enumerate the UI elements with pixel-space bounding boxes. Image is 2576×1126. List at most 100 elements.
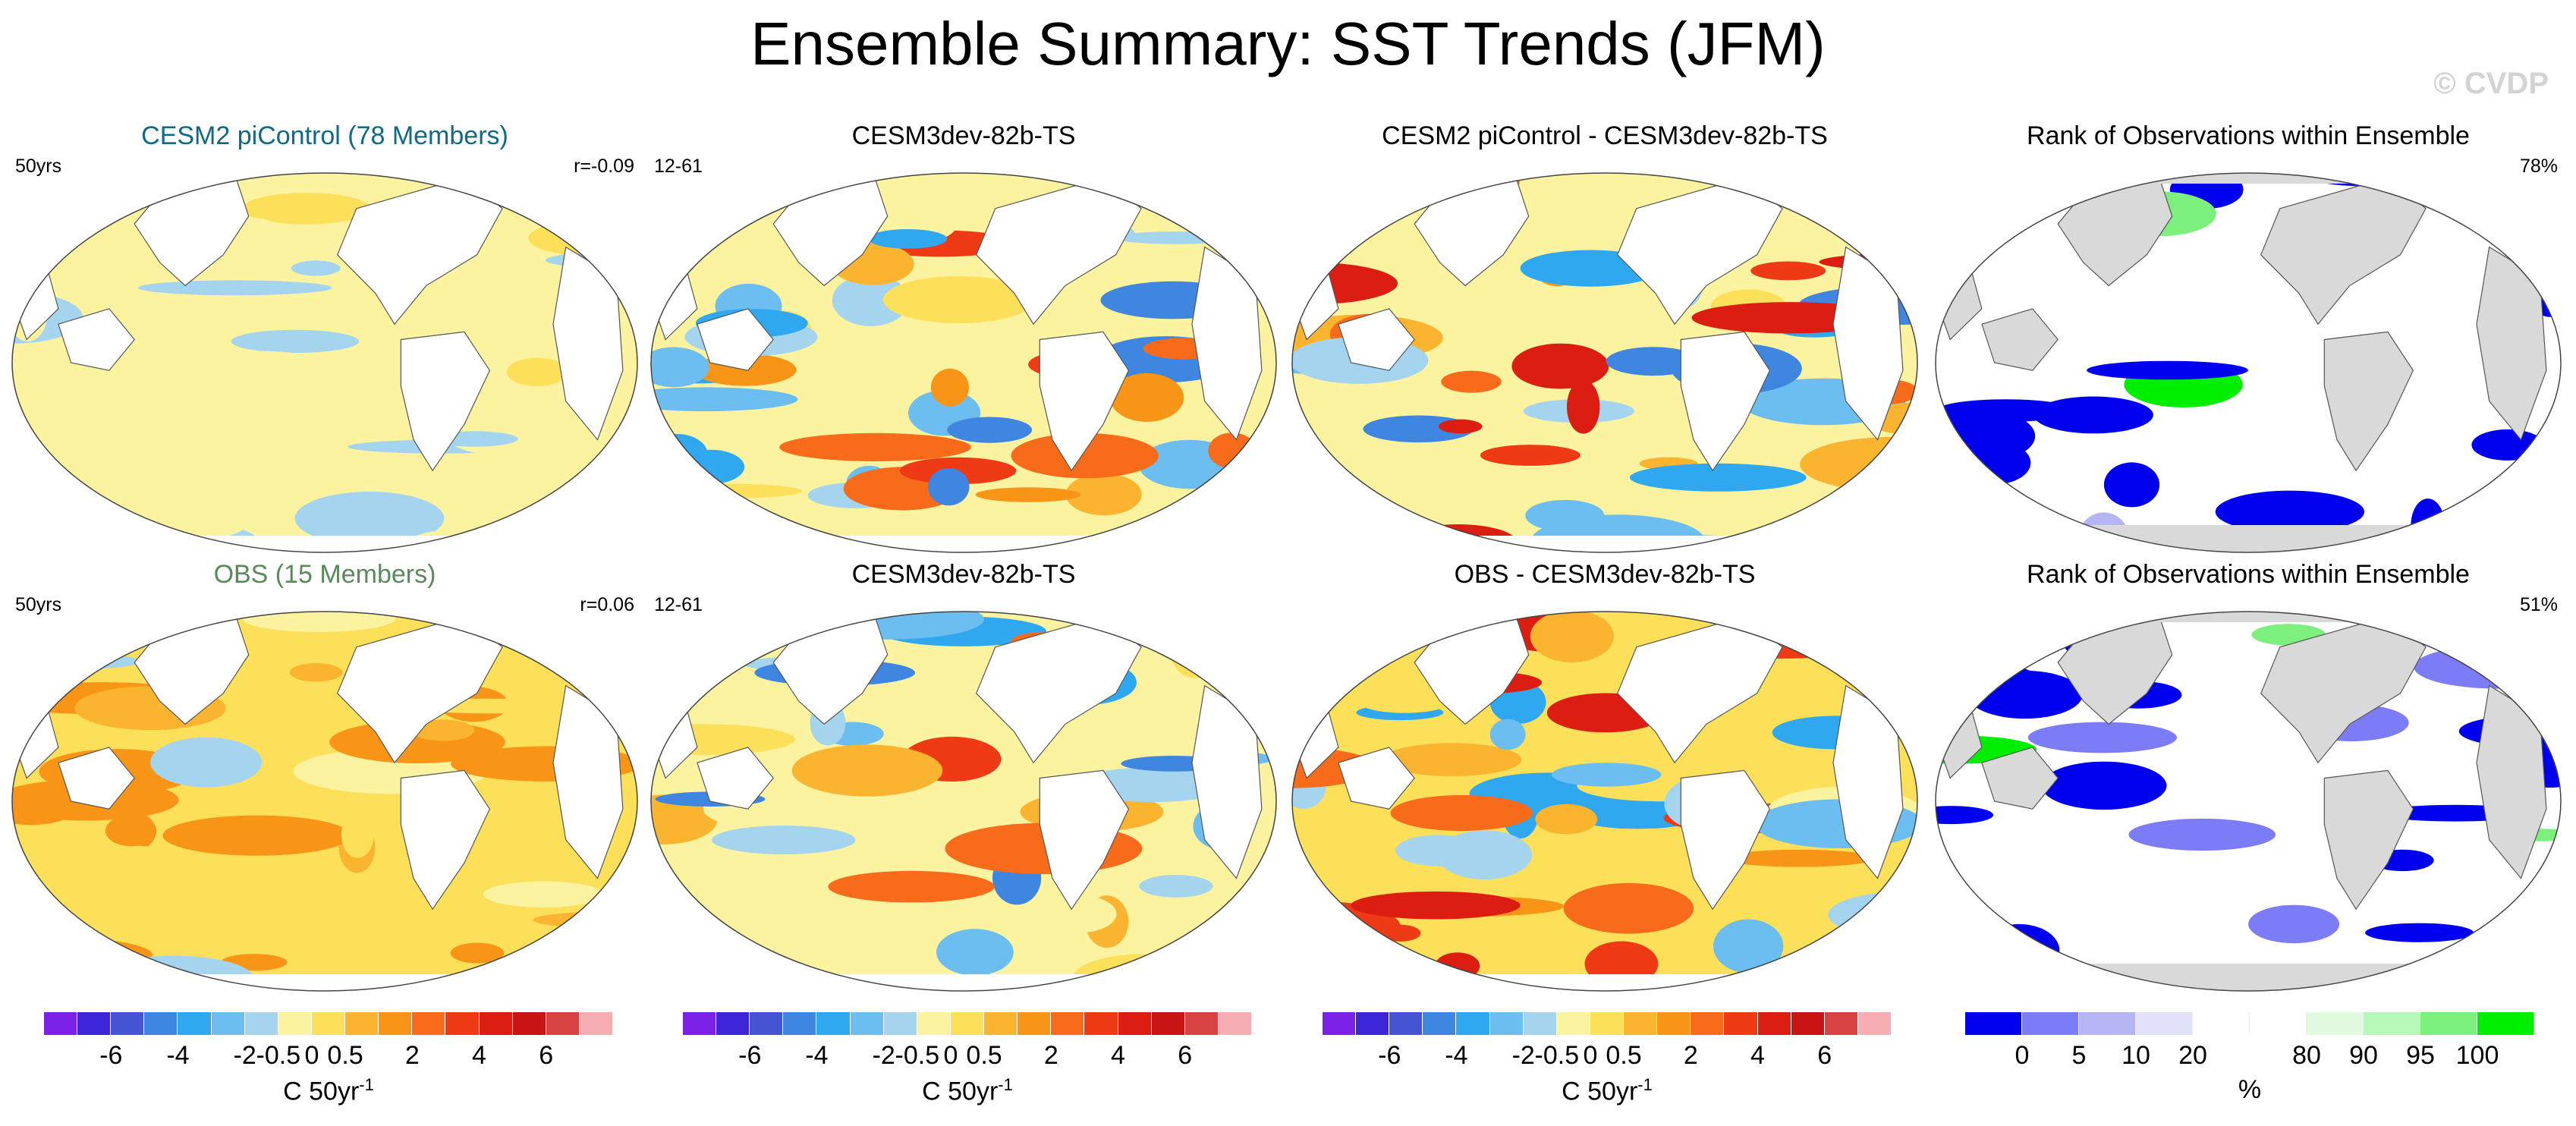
field-blob [1511, 343, 1609, 389]
colorbar-swatch [379, 1012, 413, 1035]
continent-3 [400, 769, 491, 911]
field-blob [1065, 473, 1142, 516]
colorbar-tick-label: -0.5 [895, 1041, 940, 1070]
field-blob [832, 274, 910, 326]
field-blob [2471, 429, 2544, 461]
field-blob [651, 632, 713, 680]
colorbar-tick-label: 4 [472, 1041, 486, 1070]
field-blob [2411, 499, 2445, 552]
colorbar-swatch [816, 1012, 851, 1035]
continent-1 [1414, 177, 1530, 287]
field-blob [1967, 670, 2083, 719]
field-blob [599, 623, 637, 637]
field-blob [29, 844, 188, 867]
colorbar-tick-label: 90 [2349, 1041, 2378, 1070]
field-blob [483, 881, 604, 907]
panel-title: CESM2 piControl - CESM3dev-82b-TS [1382, 121, 1828, 150]
panel-title: CESM3dev-82b-TS [851, 560, 1076, 589]
map-panel-4: Rank of Observations within Ensemble 78% [1931, 121, 2565, 555]
colorbar-swatch [479, 1012, 513, 1035]
colorbar-swatch [1084, 1012, 1118, 1035]
field-blob [651, 612, 794, 640]
colorbar-swatch [1218, 1012, 1252, 1035]
arctic [1936, 612, 2561, 622]
continent-5 [58, 308, 135, 371]
trend-colorbar-1: -6 -4 -2 -0.5 0 0.5 2 4 6 C 50yr-1 [44, 1012, 613, 1111]
robinson-map [11, 172, 638, 553]
field-blob [2103, 462, 2160, 508]
panel-title: CESM2 piControl (78 Members) [141, 121, 508, 150]
colorbar-swatch [883, 1012, 917, 1035]
field-blob [547, 632, 637, 683]
colorbar-tick-label: -0.5 [256, 1041, 301, 1070]
field-blob [947, 417, 1033, 443]
field-blob [450, 942, 505, 964]
colorbar-unit-label: C 50yr-1 [683, 1075, 1252, 1106]
field-blob [1936, 399, 2075, 422]
colorbar-tick-label: -2 [872, 1041, 895, 1070]
field-blob [1535, 804, 1598, 835]
field-blob [868, 229, 948, 249]
panel-title: Rank of Observations within Ensemble [2027, 560, 2470, 589]
field-blob [651, 964, 767, 991]
field-blob [341, 811, 374, 858]
colorbar-swatch [311, 1012, 346, 1035]
colorbar-swatch [345, 1012, 379, 1035]
field-blob [1292, 536, 1332, 552]
field-blob [928, 468, 970, 506]
panel-left-label: 50yrs [15, 156, 62, 177]
map-panel-7: OBS - CESM3dev-82b-TS [1288, 560, 1922, 994]
continent-1 [2057, 615, 2173, 725]
field-blob [882, 275, 1035, 324]
field-blob [162, 815, 351, 856]
field-blob [2215, 490, 2364, 533]
colorbar-swatch [1456, 1012, 1490, 1035]
map-border [1935, 611, 2562, 992]
colorbar-swatch [1523, 1012, 1557, 1035]
colorbar-tick-label: -2 [1511, 1041, 1535, 1070]
field-blob [75, 510, 134, 526]
robinson-map [1935, 611, 2562, 992]
continent-5 [1981, 747, 2059, 810]
colorbar-swatch [750, 1012, 784, 1035]
colorbar-tick-label: -6 [1378, 1041, 1401, 1070]
field-blob [2041, 761, 2167, 810]
field-blob [219, 440, 292, 455]
colorbar-unit-exponent: -1 [359, 1075, 374, 1094]
colorbar-swatch [1857, 1012, 1892, 1035]
field-blob [411, 719, 475, 741]
field-blob [664, 934, 723, 968]
field-blob [1629, 463, 1807, 492]
field-blob [179, 408, 301, 433]
colorbar-tick-label: 2 [1683, 1041, 1698, 1070]
panel-right-label: r=-0.09 [574, 156, 634, 177]
colorbar-swatch [683, 1012, 717, 1035]
colorbar-swatch [546, 1012, 580, 1035]
colorbar-swatch [244, 1012, 278, 1035]
panel-right-label: 51% [2519, 594, 2558, 615]
continent-1 [772, 615, 889, 725]
field-blob [1996, 173, 2150, 187]
field-blob [291, 260, 341, 276]
colorbar-tick-label: -0.5 [1534, 1041, 1580, 1070]
field-blob [651, 434, 708, 476]
colorbar-swatch [1423, 1012, 1457, 1035]
map-panel-5: OBS (15 Members) 50yrs r=0.06 [8, 560, 642, 994]
map-border [1291, 611, 1918, 992]
field-blob [2248, 904, 2340, 944]
colorbar-swatch [278, 1012, 312, 1035]
colorbar-tick-label: 6 [539, 1041, 554, 1070]
map-border [1935, 172, 2562, 553]
colorbar-tick-label: 95 [2406, 1041, 2435, 1070]
colorbar-swatch [1624, 1012, 1658, 1035]
field-blob [1530, 612, 1614, 662]
field-blob [1439, 419, 1483, 434]
map-panel-1: CESM2 piControl (78 Members) 50yrs r=-0.09 [8, 121, 642, 555]
colorbar-unit-text: C 50yr [922, 1077, 999, 1106]
colorbar-swatch [2136, 1012, 2193, 1035]
robinson-map [1291, 172, 1918, 553]
continent-5 [58, 747, 135, 810]
panel-right-label: r=0.06 [580, 594, 634, 615]
colorbar-tick-label: 0.5 [966, 1041, 1002, 1070]
colorbar-tick-label: -6 [738, 1041, 762, 1070]
